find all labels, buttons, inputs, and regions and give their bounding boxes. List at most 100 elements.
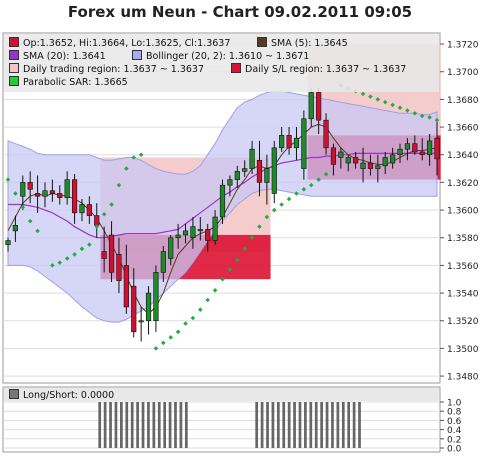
sma5-swatch xyxy=(257,37,267,47)
sar-dot xyxy=(175,329,181,335)
longshort-bar xyxy=(168,402,172,448)
longshort-bar xyxy=(163,402,167,448)
longshort-bar xyxy=(266,402,269,448)
candle-body xyxy=(249,148,255,169)
longshort-bar xyxy=(98,402,102,448)
candle-body xyxy=(427,140,433,156)
sar-dot xyxy=(161,340,166,346)
longshort-bar xyxy=(309,402,313,448)
longshort-bar xyxy=(293,402,296,448)
candle-body xyxy=(71,179,78,214)
candle-body xyxy=(316,92,322,121)
longshort-y-tick-label: 0.4 xyxy=(447,426,462,436)
legend-sma5-text: SMA (5): 1.3645 xyxy=(271,38,348,49)
sar-dot xyxy=(375,97,381,102)
legend-daily-region-text: Daily trading region: 1.3637 ~ 1.3637 xyxy=(23,64,204,75)
longshort-bar xyxy=(136,402,139,448)
sar-dot xyxy=(64,256,70,261)
candle-body xyxy=(286,135,292,149)
sar-dot xyxy=(87,242,92,247)
candle-body xyxy=(182,230,189,236)
candle-body xyxy=(108,234,115,273)
candle-body xyxy=(323,119,329,149)
longshort-bar xyxy=(152,402,156,448)
candle-body xyxy=(227,179,233,186)
sar-swatch xyxy=(9,76,19,86)
sar-dot xyxy=(124,166,129,171)
candle-body xyxy=(308,92,314,120)
y-tick-label: 1.3500 xyxy=(447,345,479,355)
longshort-y-tick-label: 0.6 xyxy=(447,417,462,427)
candle-body xyxy=(271,147,277,194)
sar-dot xyxy=(198,307,203,312)
longshort-y-tick-label: 1.0 xyxy=(447,399,462,409)
candle-body xyxy=(86,204,92,216)
sar-dot xyxy=(308,182,314,188)
sma20-swatch xyxy=(9,50,19,60)
longshort-bar xyxy=(130,402,134,448)
candle-body xyxy=(293,137,300,149)
candle-body xyxy=(197,229,203,232)
legend-sar-text: Parabolic SAR: 1.3665 xyxy=(23,77,128,88)
legend-bollinger: Bollinger (20, 2): 1.3610 ~ 1.3671 xyxy=(132,50,309,62)
legend-sma20-text: SMA (20): 1.3641 xyxy=(23,51,106,62)
candle-body xyxy=(27,182,33,190)
candle-body xyxy=(79,204,85,214)
candle-body xyxy=(338,151,344,158)
candle-body xyxy=(116,254,122,281)
longshort-bar xyxy=(314,402,318,448)
candle-body xyxy=(279,135,285,149)
candle-body xyxy=(434,137,440,160)
longshort-bar xyxy=(103,402,107,448)
sar-dot xyxy=(57,260,63,265)
candle-body xyxy=(145,292,152,322)
longshort-bar xyxy=(298,402,302,448)
daily-sl-swatch xyxy=(231,63,241,73)
candle-body xyxy=(64,179,70,198)
candle-body xyxy=(12,224,18,232)
longshort-grid xyxy=(3,401,440,449)
candle-body xyxy=(212,216,218,241)
candle-body xyxy=(256,159,263,183)
y-tick-label: 1.3540 xyxy=(447,290,479,300)
candle-body xyxy=(382,157,388,167)
y-tick-label: 1.3580 xyxy=(447,234,479,244)
daily-region-swatch xyxy=(9,63,19,73)
longshort-bar xyxy=(271,402,275,448)
sar-dot xyxy=(212,288,218,293)
longshort-bar xyxy=(125,402,129,448)
sar-dot xyxy=(109,202,114,207)
legend-sma20: SMA (20): 1.3641 xyxy=(9,50,106,62)
candle-body xyxy=(390,154,396,164)
longshort-bar xyxy=(282,402,286,448)
candle-body xyxy=(42,190,48,197)
legend-longshort-text: Long/Short: 0.0000 xyxy=(23,390,115,401)
sar-dot xyxy=(294,191,299,196)
longshort-swatch xyxy=(9,389,19,399)
longshort-bar xyxy=(109,402,112,448)
sar-dot xyxy=(27,218,33,224)
longshort-bar xyxy=(336,402,340,448)
legend-sma5: SMA (5): 1.3645 xyxy=(257,37,348,49)
longshort-y-axis: 0.00.20.40.60.81.0 xyxy=(440,399,462,455)
candle-body xyxy=(205,229,211,241)
y-tick-label: 1.3600 xyxy=(447,207,479,217)
longshort-y-tick-label: 0.0 xyxy=(447,445,462,455)
y-tick-label: 1.3680 xyxy=(447,96,479,106)
y-tick-label: 1.3520 xyxy=(447,317,479,327)
candle-body xyxy=(367,162,374,169)
candle-body xyxy=(234,171,240,180)
legend-box xyxy=(4,34,439,92)
candle-body xyxy=(101,251,107,259)
longshort-bar xyxy=(157,402,161,448)
candle-body xyxy=(242,168,248,172)
main-y-axis: 1.3480 1.3500 1.3520 1.3540 1.3560 1.3580 1.36… xyxy=(440,41,479,383)
sar-dot xyxy=(272,207,277,213)
sar-dot xyxy=(183,321,188,326)
y-tick-label: 1.3480 xyxy=(447,373,479,383)
longshort-bar xyxy=(287,402,291,448)
candle-body xyxy=(301,118,307,169)
chart-title: Forex um Neun - Chart 09.02.2011 09:05 xyxy=(67,3,413,21)
candle-body xyxy=(360,162,366,169)
longshort-bar xyxy=(276,402,280,448)
